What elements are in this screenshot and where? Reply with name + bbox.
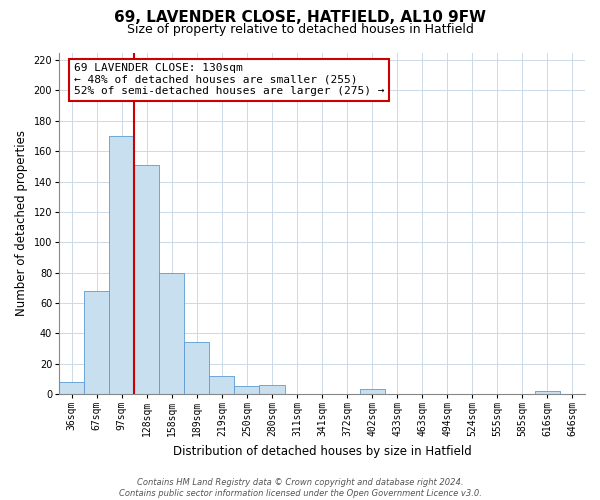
Bar [184,342,209,394]
Bar [84,291,109,394]
Bar [535,391,560,394]
Bar [134,165,159,394]
Bar [235,386,259,394]
Text: 69 LAVENDER CLOSE: 130sqm
← 48% of detached houses are smaller (255)
52% of semi: 69 LAVENDER CLOSE: 130sqm ← 48% of detac… [74,63,384,96]
Bar [209,376,235,394]
Y-axis label: Number of detached properties: Number of detached properties [15,130,28,316]
Bar [109,136,134,394]
Bar [59,382,84,394]
Bar [159,272,184,394]
Bar [359,390,385,394]
Bar [259,385,284,394]
X-axis label: Distribution of detached houses by size in Hatfield: Distribution of detached houses by size … [173,444,472,458]
Text: Contains HM Land Registry data © Crown copyright and database right 2024.
Contai: Contains HM Land Registry data © Crown c… [119,478,481,498]
Text: 69, LAVENDER CLOSE, HATFIELD, AL10 9FW: 69, LAVENDER CLOSE, HATFIELD, AL10 9FW [114,10,486,25]
Text: Size of property relative to detached houses in Hatfield: Size of property relative to detached ho… [127,22,473,36]
